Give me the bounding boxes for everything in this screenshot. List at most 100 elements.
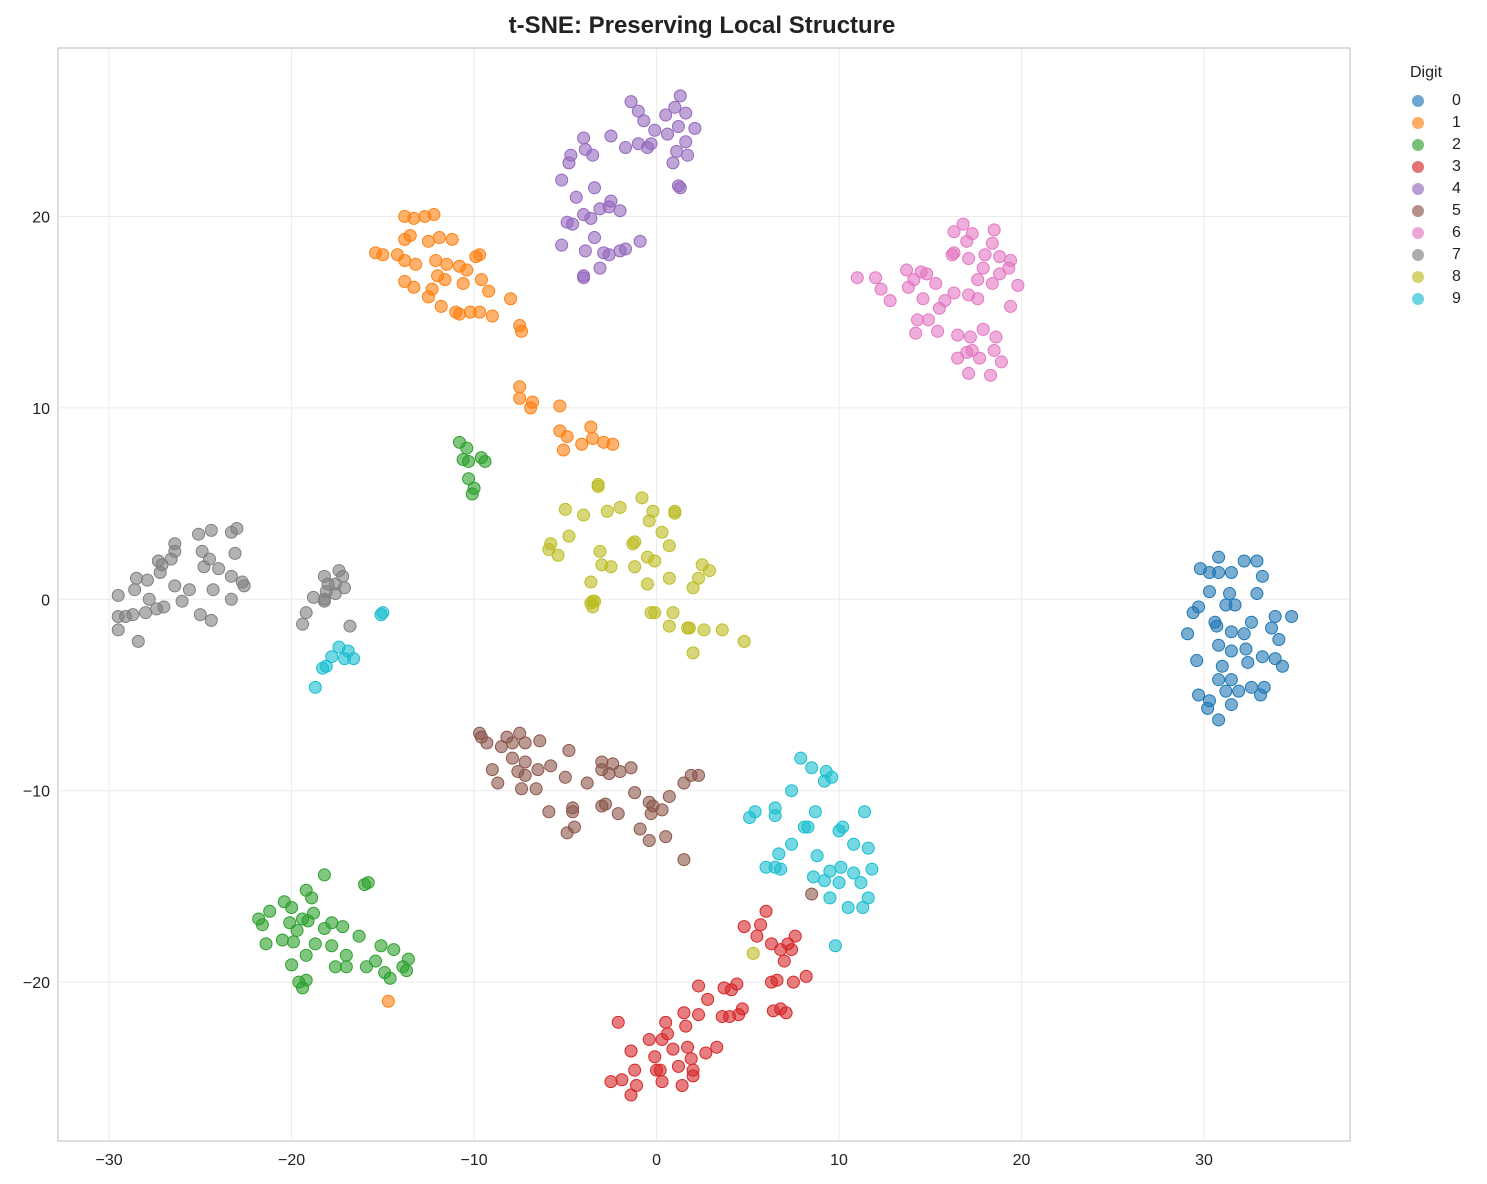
data-point-digit-8: [593, 544, 607, 558]
data-point-digit-7: [111, 610, 125, 624]
data-point-digit-4: [633, 234, 647, 248]
x-tick-label: 0: [652, 1152, 661, 1169]
data-point-digit-5: [662, 789, 676, 803]
legend-entry-6: 6: [1400, 222, 1461, 244]
data-point-digit-6: [993, 250, 1007, 264]
legend-entry-9: 9: [1400, 288, 1461, 310]
data-point-digit-5: [544, 759, 558, 773]
data-point-digit-2: [263, 904, 277, 918]
data-point-digit-3: [655, 1033, 669, 1047]
data-point-digit-8: [591, 479, 605, 493]
data-point-digit-8: [697, 623, 711, 637]
data-point-digit-0: [1212, 550, 1226, 564]
data-point-digit-0: [1250, 587, 1264, 601]
data-point-digit-4: [593, 202, 607, 216]
data-point-digit-0: [1224, 565, 1238, 579]
data-point-digit-5: [533, 734, 547, 748]
legend-label: 9: [1452, 290, 1461, 307]
legend-label: 1: [1452, 114, 1461, 131]
data-point-digit-0: [1224, 673, 1238, 687]
data-point-digit-7: [150, 602, 164, 616]
data-point-digit-5: [491, 776, 505, 790]
data-point-digit-4: [624, 95, 638, 109]
data-point-digit-0: [1268, 610, 1282, 624]
data-point-digit-6: [976, 261, 990, 275]
data-point-digit-1: [421, 234, 435, 248]
data-point-digit-9: [785, 784, 799, 798]
data-point-digit-2: [305, 891, 319, 905]
data-point-digit-1: [485, 309, 499, 323]
data-point-digit-0: [1224, 625, 1238, 639]
data-point-digit-4: [588, 231, 602, 245]
data-point-digit-1: [482, 284, 496, 298]
data-point-digit-4: [562, 156, 576, 170]
legend-marker: [1412, 271, 1424, 283]
data-point-digit-4: [555, 173, 569, 187]
data-point-digit-6: [920, 267, 934, 281]
legend-marker: [1412, 249, 1424, 261]
data-point-digit-3: [653, 1063, 667, 1077]
data-point-digit-1: [513, 391, 527, 405]
data-point-digit-6: [929, 276, 943, 290]
data-point-digit-8: [577, 508, 591, 522]
data-point-digit-3: [671, 1059, 685, 1073]
data-point-digit-4: [640, 141, 654, 155]
data-point-digit-2: [301, 914, 315, 928]
data-point-digit-1: [398, 253, 412, 267]
data-point-digit-6: [951, 328, 965, 342]
x-tick-label: −10: [460, 1152, 487, 1169]
legend-label: 3: [1452, 158, 1461, 175]
data-point-digit-7: [164, 552, 178, 566]
data-point-digit-2: [325, 939, 339, 953]
data-point-digit-9: [316, 661, 330, 675]
x-tick-label: 20: [1013, 1152, 1031, 1169]
data-point-digit-5: [642, 833, 656, 847]
data-point-digit-6: [985, 276, 999, 290]
data-point-digit-3: [628, 1063, 642, 1077]
data-point-digit-8: [626, 537, 640, 551]
data-point-digit-5: [677, 853, 691, 867]
data-point-digit-4: [613, 204, 627, 218]
data-point-digit-4: [668, 100, 682, 114]
data-point-digit-0: [1219, 684, 1233, 698]
legend: Digit 0 1 2 3 4 5 6 7 8 9: [1400, 64, 1461, 310]
data-point-digit-7: [343, 619, 357, 633]
data-point-digit-7: [317, 594, 331, 608]
data-point-digit-9: [834, 860, 848, 874]
data-point-digit-3: [604, 1075, 618, 1089]
data-point-digit-0: [1275, 659, 1289, 673]
data-point-digit-6: [921, 313, 935, 327]
data-point-digit-1: [513, 380, 527, 394]
data-point-digit-7: [237, 579, 251, 593]
data-point-digit-6: [987, 343, 1001, 357]
data-point-digit-8: [586, 600, 600, 614]
data-point-digit-2: [286, 935, 300, 949]
data-point-digit-9: [801, 820, 815, 834]
y-tick-label: 10: [32, 401, 50, 418]
data-point-digit-4: [659, 108, 673, 122]
data-point-digit-7: [224, 525, 238, 539]
data-point-digit-5: [692, 768, 706, 782]
data-point-digit-1: [524, 401, 538, 415]
data-point-digit-2: [383, 971, 397, 985]
data-point-digit-2: [290, 923, 304, 937]
chart-title: t-SNE: Preserving Local Structure: [508, 12, 896, 39]
data-point-digit-0: [1255, 569, 1269, 583]
data-point-digit-1: [460, 263, 474, 277]
data-point-digit-8: [562, 529, 576, 543]
data-point-digit-1: [398, 232, 412, 246]
data-point-digit-9: [308, 680, 322, 694]
legend-label: 0: [1452, 92, 1461, 109]
data-point-digit-7: [296, 617, 310, 631]
data-point-digit-5: [518, 736, 532, 750]
data-point-digit-5: [602, 766, 616, 780]
data-point-digit-1: [560, 430, 574, 444]
data-point-digit-5: [505, 751, 519, 765]
data-point-digit-1: [398, 275, 412, 289]
data-point-digit-0: [1223, 587, 1237, 601]
data-point-digit-6: [978, 248, 992, 262]
data-point-digit-0: [1254, 688, 1268, 702]
data-point-digit-3: [684, 1052, 698, 1066]
data-point-digit-1: [409, 257, 423, 271]
data-point-digit-9: [823, 891, 837, 905]
